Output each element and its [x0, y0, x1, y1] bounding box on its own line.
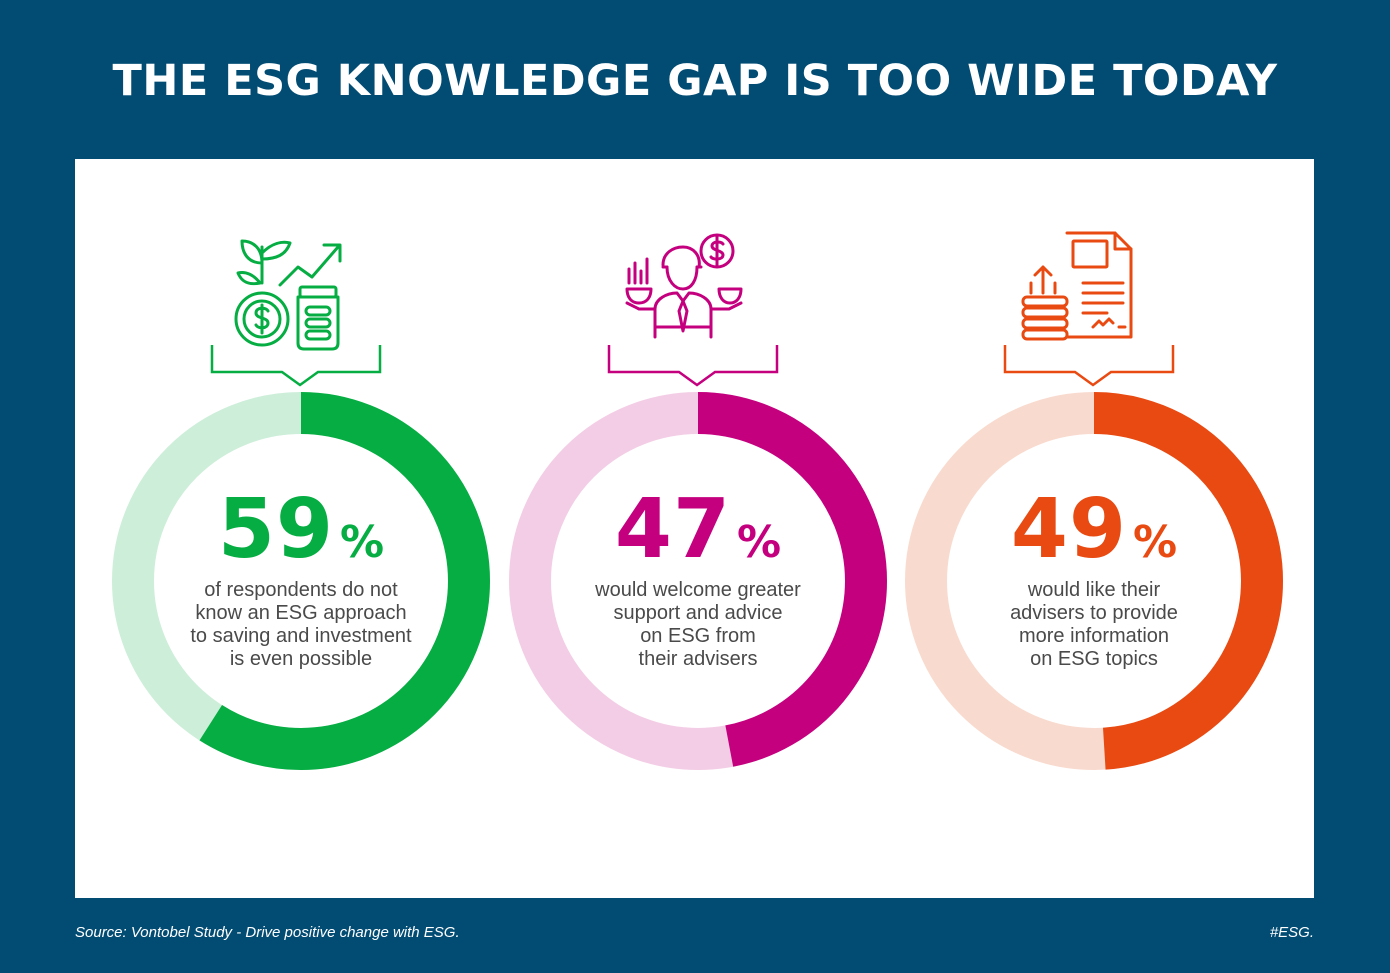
- percentage-number: 47: [614, 482, 732, 577]
- description-line: on ESG topics: [1030, 648, 1158, 670]
- percentage-number: 59: [217, 482, 335, 577]
- donut-chart: [112, 392, 490, 770]
- percentage-value: 49%: [877, 489, 1311, 571]
- adviser-person-icon: [625, 233, 743, 339]
- description-line: is even possible: [229, 648, 373, 670]
- bracket-divider: [1003, 345, 1175, 387]
- description-line: would welcome greater: [595, 579, 801, 601]
- plant-money-growth-icon: [234, 239, 342, 351]
- percentage-value: 59%: [84, 489, 518, 571]
- description-line: would like their: [1027, 579, 1161, 601]
- stat-description: would like their advisers to provide mor…: [944, 579, 1244, 671]
- percent-sign: %: [1133, 517, 1178, 568]
- donut-value-arc: [905, 392, 1283, 770]
- description-line: advisers to provide: [1010, 602, 1178, 624]
- source-note: Source: Vontobel Study - Drive positive …: [75, 924, 460, 941]
- percentage-value: 47%: [481, 489, 915, 571]
- donut-chart: [905, 392, 1283, 770]
- percentage-number: 49: [1010, 482, 1128, 577]
- stat-card-1: 59% of respondents do not know an ESG ap…: [84, 159, 490, 898]
- stat-description: would welcome greater support and advice…: [548, 579, 848, 671]
- description-line: of respondents do not: [204, 579, 398, 601]
- description-line: their advisers: [638, 648, 758, 670]
- bracket-divider: [607, 345, 779, 387]
- stat-description: of respondents do not know an ESG approa…: [151, 579, 451, 671]
- hashtag: #ESG.: [1269, 924, 1314, 941]
- document-report-icon: [1021, 231, 1133, 341]
- page-title: THE ESG KNOWLEDGE GAP IS TOO WIDE TODAY: [112, 56, 1278, 106]
- percent-sign: %: [737, 517, 782, 568]
- bracket-divider: [210, 345, 382, 387]
- description-line: to saving and investment: [190, 625, 412, 647]
- donut-chart: [509, 392, 887, 770]
- stat-card-2: 47% would welcome greater support and ad…: [481, 159, 887, 898]
- percent-sign: %: [340, 517, 385, 568]
- stat-card-3: 49% would like their advisers to provide…: [877, 159, 1283, 898]
- donut-value-arc: [112, 392, 490, 770]
- donut-value-arc: [509, 392, 887, 770]
- description-line: support and advice: [613, 602, 783, 624]
- description-line: on ESG from: [640, 625, 756, 647]
- description-line: more information: [1018, 625, 1170, 647]
- description-line: know an ESG approach: [195, 602, 407, 624]
- stats-panel: 59% of respondents do not know an ESG ap…: [75, 159, 1314, 898]
